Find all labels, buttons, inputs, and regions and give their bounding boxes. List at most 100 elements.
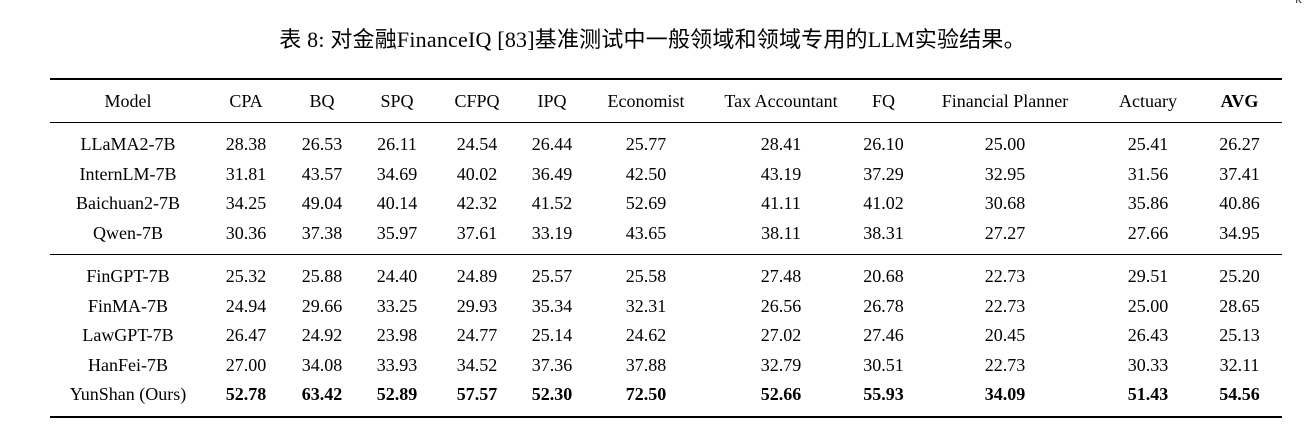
model-name-cell: HanFei-7B <box>88 354 168 375</box>
score-cell: 37.88 <box>625 354 667 375</box>
score-cell: 38.31 <box>863 222 904 243</box>
score-cell: 28.65 <box>1219 295 1260 316</box>
score-cell: 37.61 <box>456 222 498 243</box>
score-cell: 63.42 <box>301 384 343 405</box>
general-models-group: LLaMA2-7B 28.38 26.53 26.11 24.54 26.44 25.77 2… <box>50 123 1282 255</box>
score-cell: 57.57 <box>456 384 498 405</box>
score-cell: 30.68 <box>984 193 1026 214</box>
score-cell: 26.53 <box>301 134 343 155</box>
score-cell: 20.45 <box>984 325 1026 346</box>
column-header-cfpq: CFPQ <box>454 90 500 111</box>
score-cell: 72.50 <box>625 384 667 405</box>
column-header-ipq: IPQ <box>537 90 567 111</box>
score-cell: 42.50 <box>625 163 667 184</box>
column-header-cpa: CPA <box>229 90 263 111</box>
model-name-cell: FinMA-7B <box>87 295 168 316</box>
score-cell: 31.81 <box>225 163 267 184</box>
score-cell: 26.44 <box>531 134 573 155</box>
score-cell: 51.43 <box>1127 384 1169 405</box>
score-cell: 43.65 <box>625 222 667 243</box>
column-header-bq: BQ <box>309 90 335 111</box>
score-cell: 43.19 <box>760 163 802 184</box>
score-cell: 23.98 <box>376 325 418 346</box>
score-cell: 30.51 <box>863 354 904 375</box>
score-cell: 24.54 <box>456 134 498 155</box>
column-header-fq: FQ <box>871 90 895 111</box>
score-cell: 29.66 <box>301 295 343 316</box>
score-cell: 27.66 <box>1127 222 1169 243</box>
score-cell: 27.02 <box>760 325 802 346</box>
domain-models-group: FinGPT-7B 25.32 25.88 24.40 24.89 25.57 25.58 2… <box>50 255 1282 417</box>
score-cell: 40.86 <box>1219 193 1260 214</box>
score-cell: 52.69 <box>625 193 667 214</box>
score-cell: 26.78 <box>863 295 904 316</box>
score-cell: 37.29 <box>863 163 904 184</box>
score-cell: 22.73 <box>984 266 1026 287</box>
score-cell: 25.88 <box>301 266 343 287</box>
score-cell: 29.51 <box>1127 266 1169 287</box>
score-cell: 25.00 <box>1127 295 1169 316</box>
score-cell: 38.11 <box>761 222 801 243</box>
score-cell: 26.11 <box>377 134 417 155</box>
score-cell: 34.52 <box>456 354 498 375</box>
model-name-cell: LLaMA2-7B <box>80 134 176 155</box>
score-cell: 34.69 <box>376 163 418 184</box>
model-name-cell: FinGPT-7B <box>86 266 170 287</box>
table-row: LLaMA2-7B 28.38 26.53 26.11 24.54 26.44 25.77 2… <box>50 123 1282 160</box>
table-caption: 表 8: 对金融FinanceIQ [83]基准测试中一般领域和领域专用的LLM… <box>279 27 1026 52</box>
score-cell: 26.43 <box>1127 325 1169 346</box>
score-cell: 32.79 <box>760 354 802 375</box>
model-name-cell: LawGPT-7B <box>82 325 174 346</box>
score-cell: 37.36 <box>531 354 573 375</box>
table-row: FinMA-7B 24.94 29.66 33.25 29.93 35.34 32.31 26… <box>50 292 1282 322</box>
score-cell: 52.66 <box>760 384 802 405</box>
score-cell: 30.36 <box>225 222 267 243</box>
column-header-tax-accountant: Tax Accountant <box>724 90 838 111</box>
score-cell: 35.86 <box>1127 193 1169 214</box>
table-row: Baichuan2-7B 34.25 49.04 40.14 42.32 41.52 52.… <box>50 189 1282 219</box>
score-cell: 52.78 <box>225 384 267 405</box>
score-cell: 27.48 <box>760 266 802 287</box>
score-cell: 24.94 <box>225 295 267 316</box>
score-cell: 35.97 <box>376 222 418 243</box>
table-row: HanFei-7B 27.00 34.08 33.93 34.52 37.36 37.88 3… <box>50 351 1282 381</box>
column-header-model: Model <box>104 90 152 111</box>
score-cell: 25.14 <box>531 325 573 346</box>
score-cell: 26.10 <box>863 134 904 155</box>
score-cell: 26.27 <box>1219 134 1260 155</box>
score-cell: 34.25 <box>225 193 267 214</box>
score-cell: 29.93 <box>456 295 498 316</box>
column-header-avg: AVG <box>1220 90 1259 111</box>
score-cell: 26.47 <box>225 325 267 346</box>
score-cell: 28.41 <box>760 134 802 155</box>
score-cell: 24.77 <box>456 325 498 346</box>
header-row: Model CPA BQ SPQ CFPQ IPQ Economist Tax … <box>50 79 1282 123</box>
score-cell: 25.20 <box>1219 266 1260 287</box>
score-cell: 24.40 <box>376 266 418 287</box>
column-header-financial-planner: Financial Planner <box>941 90 1069 111</box>
score-cell: 33.93 <box>376 354 418 375</box>
score-cell: 40.02 <box>456 163 498 184</box>
score-cell: 27.46 <box>863 325 904 346</box>
table-row: LawGPT-7B 26.47 24.92 23.98 24.77 25.14 24.62 2… <box>50 321 1282 351</box>
table-row: InternLM-7B 31.81 43.57 34.69 40.02 36.49 42.5… <box>50 160 1282 190</box>
score-cell: 27.27 <box>984 222 1026 243</box>
score-cell: 26.56 <box>760 295 802 316</box>
score-cell: 27.00 <box>225 354 267 375</box>
score-cell: 25.57 <box>531 266 573 287</box>
score-cell: 52.30 <box>531 384 573 405</box>
page-corner-mark: κ <box>1295 0 1302 8</box>
score-cell: 25.13 <box>1219 325 1260 346</box>
score-cell: 28.38 <box>225 134 267 155</box>
score-cell: 36.49 <box>531 163 573 184</box>
score-cell: 52.89 <box>376 384 418 405</box>
score-cell: 55.93 <box>863 384 904 405</box>
table-row: Qwen-7B 30.36 37.38 35.97 37.61 33.19 43.65 38.… <box>50 219 1282 255</box>
model-name-cell: Qwen-7B <box>93 222 163 243</box>
score-cell: 33.25 <box>376 295 418 316</box>
score-cell: 37.41 <box>1219 163 1260 184</box>
score-cell: 34.09 <box>984 384 1026 405</box>
table-row: FinGPT-7B 25.32 25.88 24.40 24.89 25.57 25.58 2… <box>50 255 1282 292</box>
score-cell: 41.11 <box>761 193 801 214</box>
score-cell: 42.32 <box>456 193 498 214</box>
